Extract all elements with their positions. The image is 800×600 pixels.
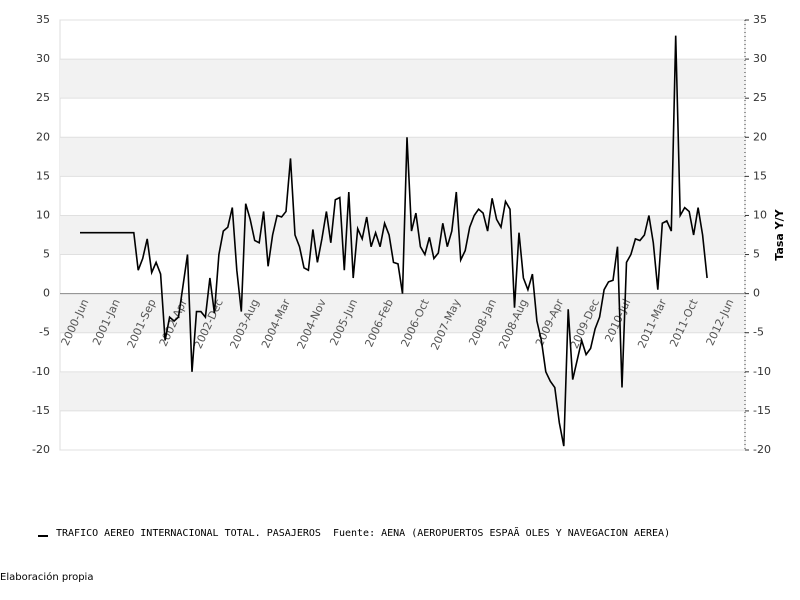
footer: Elaboración propia (0, 571, 93, 583)
grid-band (60, 371, 745, 411)
y-tick-label: 30 (36, 52, 50, 65)
y2-tick-label: 5 (753, 248, 760, 261)
y-tick-label: 15 (36, 169, 50, 182)
y2-tick-label: 30 (753, 52, 767, 65)
y2-tick-label: 35 (753, 13, 767, 26)
y2-axis-label: Tasa Y/Y (773, 208, 786, 260)
y2-tick-label: 20 (753, 130, 767, 143)
y-tick-label: 35 (36, 13, 50, 26)
grid-band (60, 59, 745, 99)
legend-label: TRAFICO AEREO INTERNACIONAL TOTAL. PASAJ… (56, 526, 670, 539)
y-tick-label: 20 (36, 130, 50, 143)
grid-band (60, 293, 745, 333)
y2-tick-label: 25 (753, 91, 767, 104)
series-line (80, 35, 708, 447)
y2-tick-label: -5 (753, 326, 764, 339)
y2-tick-label: 0 (753, 287, 760, 300)
y-tick-label: -20 (32, 443, 50, 456)
grid-band (60, 137, 745, 177)
y2-tick-label: -15 (753, 404, 771, 417)
y-tick-label: 25 (36, 91, 50, 104)
y2-tick-label: -10 (753, 365, 771, 378)
y-tick-label: 0 (43, 287, 50, 300)
grid-band (60, 215, 745, 255)
y-tick-label: -10 (32, 365, 50, 378)
y-tick-label: 10 (36, 208, 50, 221)
y2-tick-label: -20 (753, 443, 771, 456)
y2-tick-label: 15 (753, 169, 767, 182)
y-tick-label: -5 (39, 326, 50, 339)
y-tick-label: -15 (32, 404, 50, 417)
y-tick-label: 5 (43, 248, 50, 261)
y2-tick-label: 10 (753, 208, 767, 221)
